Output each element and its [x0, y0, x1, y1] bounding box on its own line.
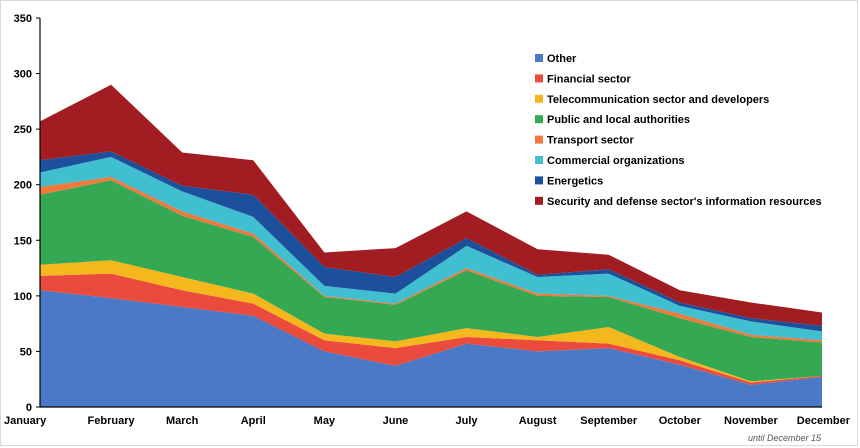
footnote: until December 15	[748, 433, 822, 443]
y-tick-label: 100	[14, 291, 32, 303]
x-tick-label: July	[456, 415, 479, 427]
y-tick-label: 300	[14, 69, 32, 81]
legend-label: Other	[547, 53, 577, 65]
x-tick-label: April	[241, 415, 266, 427]
x-tick-label: October	[659, 415, 702, 427]
legend-swatch	[535, 115, 543, 124]
y-tick-label: 150	[14, 235, 32, 247]
y-tick-label: 50	[20, 346, 32, 358]
legend-swatch	[535, 54, 543, 62]
y-tick-label: 350	[14, 13, 32, 25]
x-tick-label: August	[519, 415, 557, 427]
x-tick-label: March	[166, 415, 199, 427]
area-series-3	[40, 180, 822, 382]
legend-swatch	[535, 135, 543, 144]
y-tick-label: 0	[26, 402, 32, 414]
y-tick-label: 200	[14, 180, 32, 192]
y-tick-label: 250	[14, 124, 32, 136]
legend-swatch	[535, 196, 543, 205]
x-tick-label: December	[797, 415, 851, 427]
legend-label: Security and defense sector's informatio…	[547, 196, 822, 208]
x-tick-label: November	[724, 415, 779, 427]
area-series-2	[40, 260, 822, 383]
legend-label: Financial sector	[547, 73, 631, 85]
area-series-1	[40, 273, 822, 385]
legend-swatch	[535, 176, 543, 185]
area-series-5	[40, 156, 822, 341]
x-tick-label: February	[88, 415, 136, 427]
x-tick-label: May	[314, 415, 336, 427]
legend-swatch	[535, 74, 543, 83]
x-tick-label: January	[4, 415, 47, 427]
legend-label: Telecommunication sector and developers	[547, 94, 769, 106]
area-series-4	[40, 176, 822, 343]
area-series-0	[40, 290, 822, 407]
legend-label: Public and local authorities	[547, 114, 690, 126]
x-tick-label: September	[580, 415, 638, 427]
legend-label: Transport sector	[547, 135, 635, 147]
area-series-6	[40, 151, 822, 332]
legend-swatch	[535, 94, 543, 103]
area-series-7	[40, 84, 822, 326]
legend-label: Energetics	[547, 175, 603, 187]
legend-label: Commercial organizations	[547, 155, 685, 167]
legend-swatch	[535, 156, 543, 164]
x-tick-label: June	[383, 415, 409, 427]
